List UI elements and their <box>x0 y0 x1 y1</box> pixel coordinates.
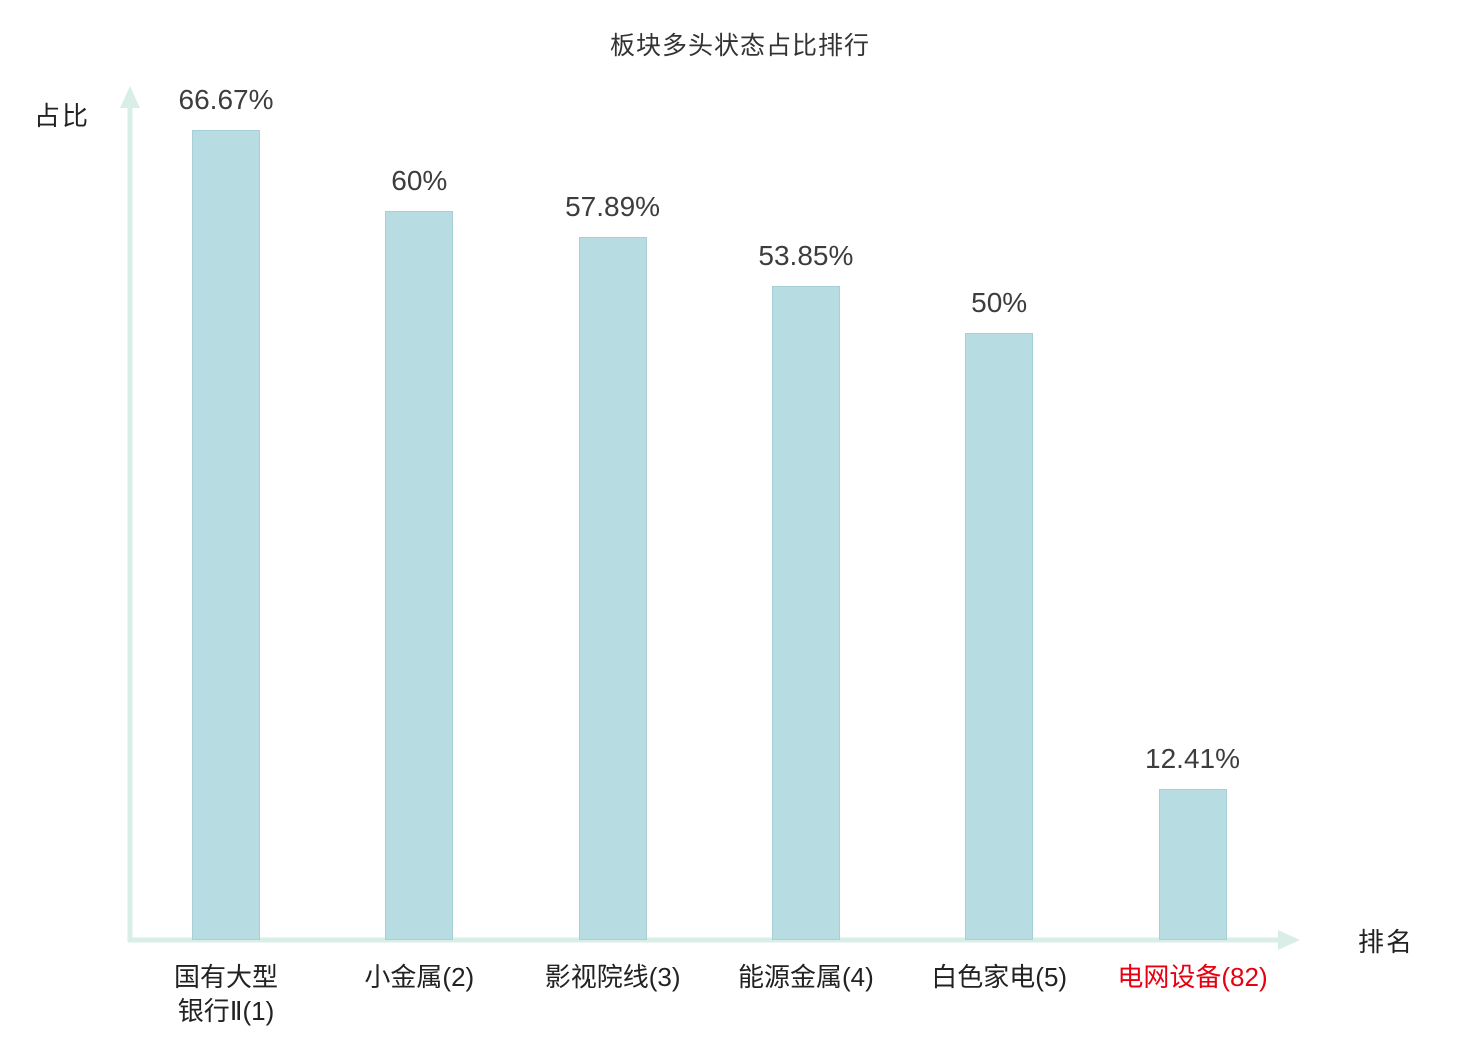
category-label: 电网设备(82) <box>1117 962 1268 992</box>
category-label: 小金属(2) <box>364 962 475 992</box>
bar-value-label: 57.89% <box>565 191 661 222</box>
bar <box>578 237 647 940</box>
x-axis-label: 排名 <box>1358 927 1415 957</box>
y-axis-label: 占比 <box>34 101 91 131</box>
bar <box>1158 789 1227 940</box>
category-label: 白色家电(5) <box>931 962 1068 992</box>
y-axis-arrow <box>120 86 140 108</box>
bar <box>385 211 454 940</box>
bar-value-label: 50% <box>971 287 1028 318</box>
category-label: 能源金属(4) <box>738 962 874 992</box>
bar <box>192 130 260 940</box>
category-label: 国有大型 银行Ⅱ(1) <box>173 962 278 1026</box>
bar <box>965 333 1034 940</box>
bar-value-label: 53.85% <box>758 240 854 271</box>
chart-title: 板块多头状态占比排行 <box>609 32 870 60</box>
category-label: 影视院线(3) <box>544 962 681 992</box>
x-axis-arrow <box>1278 930 1300 950</box>
bar <box>771 286 840 940</box>
bar-value-label: 60% <box>391 165 448 196</box>
bar-value-label: 12.41% <box>1145 743 1240 774</box>
bar-value-label: 66.67% <box>178 84 274 115</box>
